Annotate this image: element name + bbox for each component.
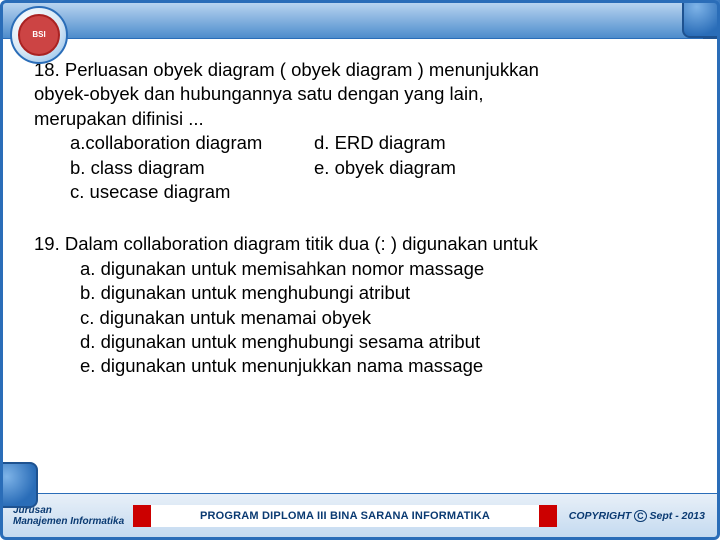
option: d. ERD diagram	[314, 131, 456, 155]
option: b. digunakan untuk menghubungi atribut	[80, 281, 692, 305]
option: d. digunakan untuk menghubungi sesama at…	[80, 330, 692, 354]
logo-badge: BSI	[10, 6, 68, 64]
corner-ornament-bottom-left	[0, 462, 38, 508]
copyright-prefix: COPYRIGHT	[569, 510, 631, 522]
footer-copyright: COPYRIGHT C Sept - 2013	[557, 510, 717, 522]
options-left-column: a.collaboration diagram b. class diagram…	[34, 131, 314, 204]
options-two-column: a.collaboration diagram b. class diagram…	[34, 131, 692, 204]
option: e. obyek diagram	[314, 156, 456, 180]
footer-bar: Jurusan Manajemen Informatika PROGRAM DI…	[3, 493, 717, 537]
question-number: 19.	[34, 233, 60, 254]
footer-program: PROGRAM DIPLOMA III BINA SARANA INFORMAT…	[133, 505, 557, 527]
option: a. digunakan untuk memisahkan nomor mass…	[80, 257, 692, 281]
option: c. usecase diagram	[70, 180, 314, 204]
options-one-column: a. digunakan untuk memisahkan nomor mass…	[34, 257, 692, 379]
options-right-column: d. ERD diagram e. obyek diagram	[314, 131, 456, 204]
corner-ornament-top-right	[682, 0, 720, 38]
footer-dept-line2: Manajemen Informatika	[13, 516, 133, 527]
copyright-date: Sept - 2013	[650, 510, 705, 522]
question-19: 19. Dalam collaboration diagram titik du…	[34, 232, 692, 378]
option: b. class diagram	[70, 156, 314, 180]
option: a.collaboration diagram	[70, 131, 314, 155]
question-text: Perluasan obyek diagram ( obyek diagram …	[34, 59, 539, 129]
question-text: Dalam collaboration diagram titik dua (:…	[65, 233, 538, 254]
question-18: 18. Perluasan obyek diagram ( obyek diag…	[34, 58, 692, 204]
content-area: 18. Perluasan obyek diagram ( obyek diag…	[34, 58, 692, 480]
option: e. digunakan untuk menunjukkan nama mass…	[80, 354, 692, 378]
option: c. digunakan untuk menamai obyek	[80, 306, 692, 330]
logo-text: BSI	[18, 14, 60, 56]
top-bar	[3, 3, 717, 39]
copyright-symbol: C	[634, 510, 647, 522]
